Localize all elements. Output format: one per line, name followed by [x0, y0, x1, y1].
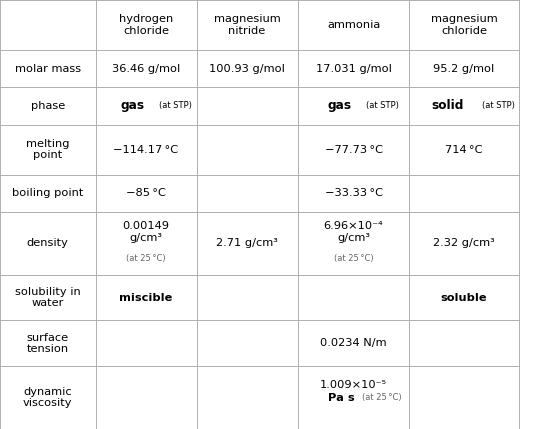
Text: magnesium
chloride: magnesium chloride: [431, 14, 497, 36]
Text: miscible: miscible: [120, 293, 173, 302]
Text: density: density: [27, 239, 69, 248]
Text: 1.009×10⁻⁵: 1.009×10⁻⁵: [320, 380, 387, 390]
Text: 100.93 g/mol: 100.93 g/mol: [209, 63, 285, 74]
Text: dynamic
viscosity: dynamic viscosity: [23, 387, 73, 408]
Text: (at 25 °C): (at 25 °C): [334, 254, 373, 263]
Text: boiling point: boiling point: [12, 188, 84, 198]
Text: (at STP): (at STP): [366, 102, 399, 111]
Text: solid: solid: [431, 100, 464, 112]
Text: magnesium
nitride: magnesium nitride: [213, 14, 281, 36]
Text: 0.00149
g/cm³: 0.00149 g/cm³: [122, 221, 170, 243]
Text: gas: gas: [328, 100, 352, 112]
Text: Pa s: Pa s: [328, 393, 355, 403]
Text: soluble: soluble: [441, 293, 488, 302]
Text: solubility in
water: solubility in water: [15, 287, 81, 308]
Text: 2.71 g/cm³: 2.71 g/cm³: [216, 239, 278, 248]
Text: 0.0234 N/m: 0.0234 N/m: [320, 338, 387, 348]
Text: 6.96×10⁻⁴
g/cm³: 6.96×10⁻⁴ g/cm³: [324, 221, 383, 243]
Text: −85 °C: −85 °C: [126, 188, 166, 198]
Text: (at 25 °C): (at 25 °C): [363, 393, 402, 402]
Text: −77.73 °C: −77.73 °C: [324, 145, 383, 154]
Text: 714 °C: 714 °C: [446, 145, 483, 154]
Text: −114.17 °C: −114.17 °C: [114, 145, 179, 154]
Text: surface
tension: surface tension: [27, 332, 69, 354]
Text: (at 25 °C): (at 25 °C): [126, 254, 166, 263]
Text: (at STP): (at STP): [158, 102, 192, 111]
Text: gas: gas: [120, 100, 145, 112]
Text: molar mass: molar mass: [15, 63, 81, 74]
Text: hydrogen
chloride: hydrogen chloride: [119, 14, 173, 36]
Text: 2.32 g/cm³: 2.32 g/cm³: [433, 239, 495, 248]
Text: 36.46 g/mol: 36.46 g/mol: [112, 63, 180, 74]
Text: 17.031 g/mol: 17.031 g/mol: [316, 63, 391, 74]
Text: ammonia: ammonia: [327, 20, 380, 30]
Text: phase: phase: [31, 101, 65, 111]
Text: melting
point: melting point: [26, 139, 69, 160]
Text: 95.2 g/mol: 95.2 g/mol: [434, 63, 495, 74]
Text: −33.33 °C: −33.33 °C: [324, 188, 383, 198]
Text: (at STP): (at STP): [482, 102, 514, 111]
